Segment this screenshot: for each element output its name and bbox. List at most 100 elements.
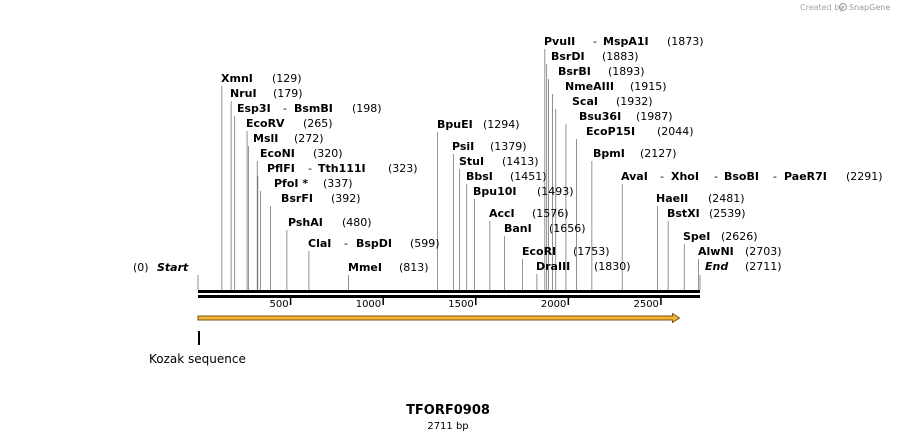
svg-text:-: - [308, 162, 312, 175]
enzyme-leader-line [576, 139, 577, 290]
enzyme-leader-line [504, 236, 506, 290]
enzyme-position: (320) [313, 147, 343, 160]
enzyme-labels: (0) Start XmnI (129) NruI (179) Esp3I - … [133, 35, 883, 274]
enzyme-site[interactable]: PsiI (1379) [452, 140, 527, 153]
snapgene-credit[interactable]: Created by SnapGene [800, 3, 890, 12]
enzyme-site[interactable]: DraIII (1830) [536, 260, 631, 273]
enzyme-position: (272) [294, 132, 324, 145]
kozak-marker[interactable] [198, 331, 200, 345]
enzyme-leader-line [257, 176, 259, 290]
enzyme-position: (2127) [640, 147, 677, 160]
enzyme-name: BpmI [593, 147, 625, 160]
enzyme-position: (2044) [657, 125, 694, 138]
enzyme-site[interactable]: BsrBI (1893) [558, 65, 645, 78]
enzyme-name: XmnI [221, 72, 253, 85]
enzyme-alias: BsmBI [294, 102, 333, 115]
enzyme-site[interactable]: MslI (272) [253, 132, 324, 145]
enzyme-site[interactable]: MmeI (813) [348, 261, 429, 274]
enzyme-name: NmeAIII [565, 80, 614, 93]
enzyme-position: (198) [352, 102, 382, 115]
credit-prefix: Created by [800, 3, 844, 12]
enzyme-leader-line [270, 206, 271, 290]
orf-feature[interactable] [197, 312, 681, 324]
enzyme-alias: BsoBI [724, 170, 759, 183]
enzyme-name: MmeI [348, 261, 382, 274]
enzyme-site[interactable]: ClaI - BspDI (599) [308, 237, 440, 250]
enzyme-site[interactable]: EcoP15I (2044) [586, 125, 694, 138]
enzyme-leader-line [308, 251, 310, 290]
enzyme-site[interactable]: Bpu10I (1493) [473, 185, 574, 198]
enzyme-site[interactable]: BsrDI (1883) [551, 50, 639, 63]
enzyme-site[interactable]: BpuEI (1294) [437, 118, 520, 131]
credit-brand: SnapGene [849, 3, 890, 12]
enzyme-leader-line [536, 274, 538, 290]
backbone-top-strand [198, 290, 700, 293]
enzyme-position: (2539) [709, 207, 746, 220]
enzyme-position: (599) [410, 237, 440, 250]
enzyme-leader-line [459, 169, 461, 290]
enzyme-name: DraIII [536, 260, 570, 273]
enzyme-position: (2626) [721, 230, 758, 243]
enzyme-site[interactable]: AccI (1576) [489, 207, 569, 220]
enzyme-position: (265) [303, 117, 333, 130]
enzyme-site[interactable]: Esp3I - BsmBI (198) [237, 102, 382, 115]
enzyme-site[interactable]: XmnI (129) [221, 72, 302, 85]
enzyme-leader-line [348, 275, 349, 290]
enzyme-leader-line [437, 132, 439, 290]
enzyme-leader-line [256, 161, 258, 290]
enzyme-site[interactable]: PshAI (480) [288, 216, 372, 229]
enzyme-site[interactable]: PflFI - Tth111I (323) [267, 162, 418, 175]
enzyme-site[interactable]: HaeII (2481) [656, 192, 745, 205]
enzyme-name: AccI [489, 207, 515, 220]
svg-text:-: - [714, 170, 718, 183]
enzyme-site[interactable]: BpmI (2127) [593, 147, 677, 160]
enzyme-name: EcoRV [246, 117, 285, 130]
start-position: (0) [133, 261, 149, 274]
enzyme-site[interactable]: EcoNI (320) [260, 147, 343, 160]
enzyme-site[interactable]: BsrFI (392) [281, 192, 361, 205]
end-label: End [705, 260, 728, 273]
enzyme-site[interactable]: NmeAIII (1915) [565, 80, 667, 93]
enzyme-leader-line [565, 124, 567, 290]
enzyme-position: (1873) [667, 35, 704, 48]
sequence-length: 2711 bp [427, 421, 468, 432]
enzyme-position: (323) [388, 162, 418, 175]
enzyme-leader-line [546, 64, 548, 290]
enzyme-leader-line [452, 154, 454, 290]
orf-arrow[interactable] [197, 312, 681, 324]
enzyme-name: ClaI [308, 237, 331, 250]
enzyme-site[interactable]: BstXI (2539) [667, 207, 746, 220]
enzyme-name: PflFI [267, 162, 295, 175]
enzyme-site[interactable]: ScaI (1932) [572, 95, 653, 108]
enzyme-site[interactable]: StuI (1413) [459, 155, 539, 168]
enzyme-name: Bpu10I [473, 185, 517, 198]
enzyme-name: AlwNI [698, 245, 734, 258]
enzyme-name: BanI [504, 222, 532, 235]
start-label: Start [157, 261, 189, 274]
enzyme-site[interactable]: AvaI - XhoI - BsoBI - PaeR7I (2291) [621, 170, 883, 183]
enzyme-leader-line [621, 184, 623, 290]
ruler-tick-label: 1500 [448, 299, 473, 310]
kozak-feature[interactable]: Kozak sequence [149, 331, 246, 366]
enzyme-position: (1893) [608, 65, 645, 78]
enzyme-site[interactable]: EcoRV (265) [246, 117, 333, 130]
enzyme-site[interactable]: SpeI (2626) [683, 230, 758, 243]
enzyme-site[interactable]: BanI (1656) [504, 222, 586, 235]
enzyme-site[interactable]: AlwNI (2703) [698, 245, 782, 258]
backbone-bottom-strand [198, 295, 700, 298]
enzyme-position: (1379) [490, 140, 527, 153]
enzyme-site[interactable]: NruI (179) [230, 87, 303, 100]
enzyme-site[interactable]: PvuII - MspA1I (1873) [544, 35, 704, 48]
enzyme-site[interactable]: BbsI (1451) [466, 170, 547, 183]
enzyme-position: (337) [323, 177, 353, 190]
enzyme-leader-line [234, 116, 236, 290]
enzyme-site[interactable]: EcoRI (1753) [522, 245, 610, 258]
enzyme-leader-line [683, 244, 685, 290]
svg-text:-: - [283, 102, 287, 115]
enzyme-site[interactable]: Bsu36I (1987) [579, 110, 673, 123]
ruler-tick-label: 2500 [633, 299, 658, 310]
enzyme-name: EcoNI [260, 147, 295, 160]
enzyme-site[interactable]: PfoI * (337) [274, 177, 353, 190]
enzyme-name: PfoI * [274, 177, 308, 190]
enzyme-name: PvuII [544, 35, 575, 48]
